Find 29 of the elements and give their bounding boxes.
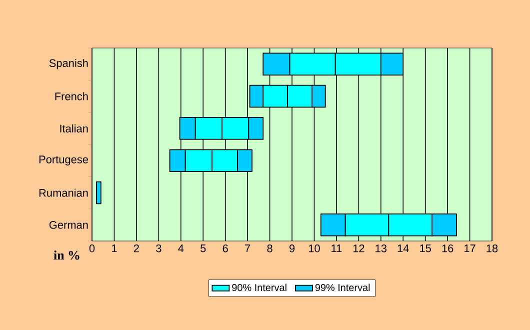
y-tick-label: Portugese (39, 156, 88, 166)
x-tick-label: 17 (464, 244, 476, 252)
x-tick-label: 10 (308, 244, 320, 252)
y-tick-label: French (55, 92, 88, 100)
x-tick-label: 16 (442, 244, 454, 252)
x-tick-label: 13 (376, 244, 387, 252)
x-tick-label: 15 (420, 244, 431, 252)
bar (96, 181, 102, 204)
x-tick-label: 14 (398, 244, 409, 252)
x-tick-label: 5 (200, 244, 206, 252)
x-tick-label: 8 (267, 244, 272, 252)
x-tick-label: 4 (178, 244, 184, 252)
x-tick-label: 3 (156, 244, 162, 252)
y-tick-label: Rumanian (39, 188, 88, 197)
x-tick-label: 18 (486, 244, 498, 252)
x-tick-label: 7 (245, 244, 250, 252)
x-tick-label: 12 (353, 244, 364, 252)
x-tick-label: 11 (332, 244, 342, 252)
x-tick-label: 1 (112, 244, 117, 252)
x-tick-label: 6 (222, 244, 228, 252)
y-tick-label: Italian (60, 124, 88, 132)
x-tick-label: 2 (134, 244, 139, 252)
legend-label: 90% Interval (232, 284, 286, 292)
x-tick-label: 9 (289, 244, 295, 252)
legend-label: 99% Interval (315, 284, 370, 292)
y-tick-label: Spanish (49, 58, 88, 70)
x-tick-label: 0 (89, 244, 95, 252)
x-axis-title: in % (54, 250, 80, 260)
y-tick-label: German (49, 221, 88, 229)
